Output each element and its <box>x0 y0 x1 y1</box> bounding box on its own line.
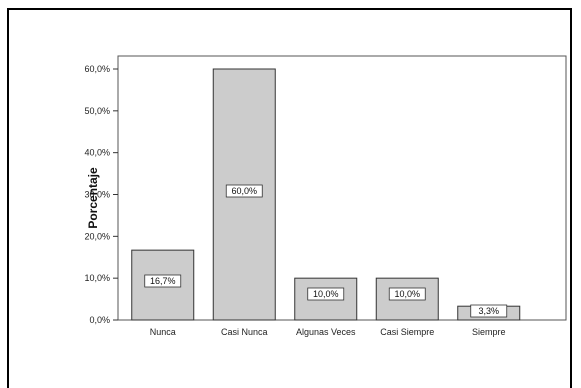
y-tick-label: 50,0% <box>84 106 110 116</box>
data-label-box <box>388 287 426 301</box>
x-category-label: Algunas Veces <box>296 327 356 337</box>
chart-frame <box>7 8 572 388</box>
y-tick-label: 30,0% <box>84 190 110 200</box>
data-label: 60,0% <box>231 186 257 196</box>
y-tick-label: 20,0% <box>84 231 110 241</box>
data-label-box <box>470 304 508 318</box>
y-tick-label: 40,0% <box>84 148 110 158</box>
x-axis: Nunca Casi Nunca Algunas Veces Casi Siempre… <box>150 327 506 337</box>
x-category-label: Casi Nunca <box>221 327 268 337</box>
x-category-label: Casi Siempre <box>380 327 434 337</box>
data-label: 3,3% <box>478 306 499 316</box>
data-label-box <box>307 287 345 301</box>
data-label: 16,7% <box>150 276 176 286</box>
data-label: 10,0% <box>313 289 339 299</box>
y-axis-label: Porcentaje <box>86 167 100 229</box>
y-tick-label: 0,0% <box>89 315 110 325</box>
y-axis: 0,0% 10,0% 20,0% 30,0% 40,0% 50,0% 60,0% <box>84 64 118 325</box>
x-category-label: Nunca <box>150 327 176 337</box>
y-tick-label: 60,0% <box>84 64 110 74</box>
x-category-label: Siempre <box>472 327 506 337</box>
bars: 16,7% 60,0% 10,0% 10,0% 3,3% <box>131 68 521 321</box>
bar-chart: 0,0% 10,0% 20,0% 30,0% 40,0% 50,0% 60,0% 16,7%… <box>84 55 567 337</box>
data-label: 10,0% <box>394 289 420 299</box>
data-label-box <box>144 274 182 288</box>
data-label-box <box>225 184 263 198</box>
y-tick-label: 10,0% <box>84 273 110 283</box>
